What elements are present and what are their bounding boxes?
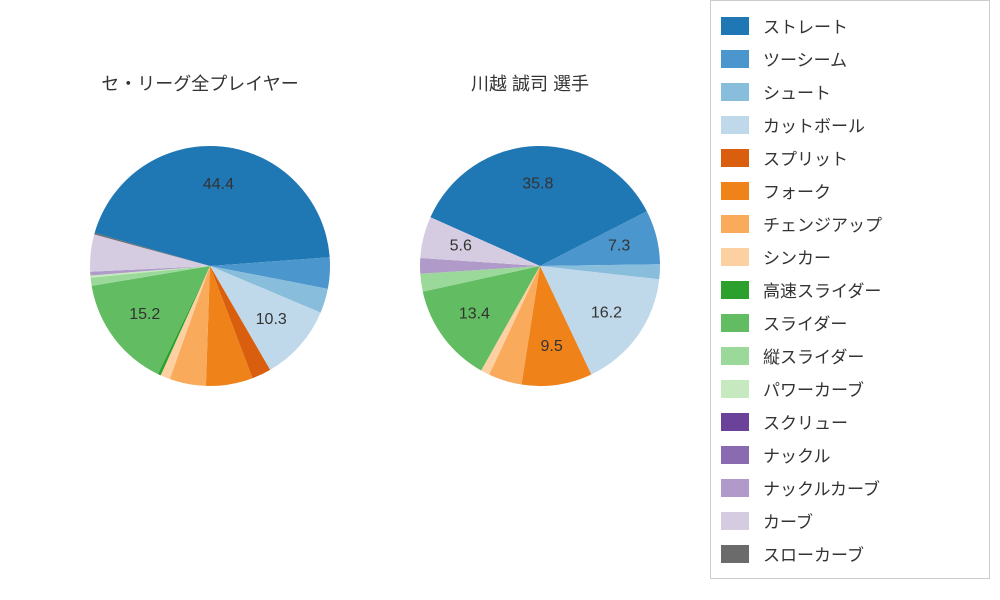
slice-label: 15.2: [129, 306, 160, 323]
legend-swatch: [721, 380, 749, 398]
legend-swatch: [721, 149, 749, 167]
legend-item: チェンジアップ: [721, 207, 979, 240]
legend-label: ストレート: [763, 13, 848, 38]
legend-item: シュート: [721, 75, 979, 108]
legend-label: ナックル: [763, 442, 831, 467]
legend-label: スローカーブ: [763, 541, 864, 566]
legend-label: 縦スライダー: [763, 343, 864, 368]
slice-label: 10.3: [256, 311, 287, 328]
legend-swatch: [721, 281, 749, 299]
legend-label: チェンジアップ: [763, 211, 882, 236]
slice-label: 7.3: [608, 238, 630, 255]
legend-swatch: [721, 17, 749, 35]
slice-label: 5.6: [450, 238, 472, 255]
legend-swatch: [721, 248, 749, 266]
legend-label: ツーシーム: [763, 46, 847, 71]
legend-item: フォーク: [721, 174, 979, 207]
pie-title: 川越 誠司 選手: [380, 70, 680, 96]
legend-item: スクリュー: [721, 405, 979, 438]
legend-swatch: [721, 314, 749, 332]
legend-swatch: [721, 50, 749, 68]
legend-item: スプリット: [721, 141, 979, 174]
legend-item: ストレート: [721, 9, 979, 42]
legend-item: ナックルカーブ: [721, 471, 979, 504]
slice-label: 9.5: [541, 338, 563, 355]
legend-swatch: [721, 545, 749, 563]
legend-label: スクリュー: [763, 409, 848, 434]
slice-label: 44.4: [203, 176, 234, 193]
legend-label: シュート: [763, 79, 831, 104]
legend-label: 高速スライダー: [763, 277, 881, 302]
legend-item: カーブ: [721, 504, 979, 537]
legend-label: スライダー: [763, 310, 847, 335]
legend-swatch: [721, 413, 749, 431]
legend-swatch: [721, 479, 749, 497]
legend-swatch: [721, 83, 749, 101]
slice-label: 13.4: [459, 306, 490, 323]
legend-label: スプリット: [763, 145, 848, 170]
pie-chart: 35.8 7.3 16.2 9.5 13.4 5.6: [380, 106, 700, 426]
legend-swatch: [721, 512, 749, 530]
pie-container: 川越 誠司 選手 35.8 7.3 16.2 9.5 13.4 5.6: [380, 0, 680, 500]
legend-item: ツーシーム: [721, 42, 979, 75]
legend-swatch: [721, 347, 749, 365]
chart-area: セ・リーグ全プレイヤー 44.4 10.3 15.2 川越 誠司 選手 35.8 7.3 16…: [20, 0, 700, 600]
slice-label: 35.8: [522, 176, 553, 193]
legend-swatch: [721, 116, 749, 134]
legend-label: カーブ: [763, 508, 813, 533]
legend-label: ナックルカーブ: [763, 475, 880, 500]
legend-label: パワーカーブ: [763, 376, 864, 401]
legend: ストレートツーシームシュートカットボールスプリットフォークチェンジアップシンカー…: [710, 0, 990, 579]
pie-title: セ・リーグ全プレイヤー: [50, 70, 350, 96]
slice-label: 16.2: [591, 305, 622, 322]
pie-chart: 44.4 10.3 15.2: [50, 106, 370, 426]
pie-container: セ・リーグ全プレイヤー 44.4 10.3 15.2: [50, 0, 350, 500]
legend-item: パワーカーブ: [721, 372, 979, 405]
legend-label: フォーク: [763, 178, 831, 203]
legend-label: シンカー: [763, 244, 831, 269]
legend-item: 高速スライダー: [721, 273, 979, 306]
legend-swatch: [721, 215, 749, 233]
legend-item: スライダー: [721, 306, 979, 339]
legend-item: スローカーブ: [721, 537, 979, 570]
legend-label: カットボール: [763, 112, 865, 137]
legend-item: シンカー: [721, 240, 979, 273]
legend-item: カットボール: [721, 108, 979, 141]
legend-swatch: [721, 182, 749, 200]
legend-swatch: [721, 446, 749, 464]
legend-item: 縦スライダー: [721, 339, 979, 372]
legend-item: ナックル: [721, 438, 979, 471]
